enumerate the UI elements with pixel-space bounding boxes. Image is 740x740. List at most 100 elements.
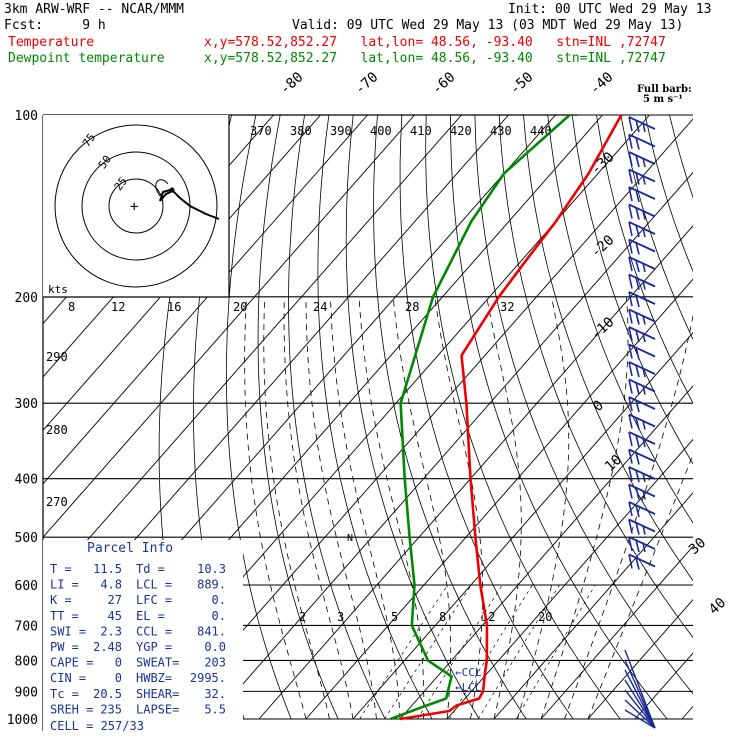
wind-barb-staff <box>628 151 656 165</box>
hodograph-background <box>43 115 229 297</box>
parcel-field-value: 889. <box>197 578 226 592</box>
wind-barb-feather <box>635 137 640 150</box>
dewpoint-line <box>390 115 571 721</box>
mixing-ratio-line <box>449 584 533 720</box>
parcel-field-value: 203 <box>204 656 226 670</box>
wind-barb-feather <box>635 259 640 273</box>
temperature-line <box>399 115 623 721</box>
hodograph-trace <box>155 179 169 197</box>
wind-barb-feather <box>628 291 633 307</box>
dewpoint-legend: Dewpoint temperature <box>8 51 165 66</box>
wind-barb-feather <box>642 367 646 378</box>
wind-barb-feather <box>635 469 640 483</box>
wind-barb-feather <box>628 239 633 254</box>
hodograph-ring-label: 25 <box>112 175 130 193</box>
parcel-field-value: 841. <box>197 624 226 638</box>
wind-barb-feather <box>635 312 640 325</box>
wind-barb-feather <box>635 172 640 185</box>
pressure-tick-label: 200 <box>15 291 38 306</box>
pressure-tick-label: 100 <box>15 109 38 124</box>
wind-barb-feather <box>628 221 633 237</box>
parcel-field-value: 2995. <box>190 671 226 685</box>
isotherm-line <box>634 652 693 720</box>
parcel-field-value: 11.5 <box>93 562 122 576</box>
wind-barb-staff <box>628 326 656 340</box>
parcel-field-value: 27 <box>108 593 122 607</box>
wind-barb-feather <box>628 309 633 324</box>
dry-adiabat-line <box>373 115 527 720</box>
wind-barb-feather <box>628 396 633 412</box>
parcel-field-label: LFC = <box>136 593 172 607</box>
wind-barb-feather <box>642 210 646 220</box>
parcel-panel-background <box>43 540 243 734</box>
wind-barb-feather <box>635 277 640 290</box>
wind-barb-staff <box>628 116 656 130</box>
parcel-field-label: LI = <box>50 578 79 592</box>
wind-barb-feather <box>628 431 633 447</box>
isotherm-line <box>43 115 368 485</box>
wind-barb-staff <box>628 361 656 375</box>
isotherm-line <box>493 492 693 720</box>
pressure-tick-label: 300 <box>15 397 38 412</box>
hodograph-ring-label: 75 <box>80 131 98 149</box>
wind-barb-feather <box>635 504 640 518</box>
wind-barb-staff <box>628 431 656 445</box>
mixing-ratio-label: 12 <box>111 300 125 314</box>
dry-adiabat-line <box>620 115 693 341</box>
pressure-tick-label: 600 <box>15 579 38 594</box>
pressure-tick-label: 700 <box>15 619 38 634</box>
theta-e-label: 370 <box>250 124 272 138</box>
dry-adiabat-line <box>718 115 740 719</box>
isotherm-label: -70 <box>352 69 382 98</box>
parcel-field-label: Tc = <box>50 687 79 701</box>
dry-adiabat-line <box>571 115 693 465</box>
parcel-field-label: CAPE = <box>50 656 93 670</box>
dry-adiabat-line <box>669 115 693 199</box>
wind-barb-feather <box>635 154 640 168</box>
dry-adiabat-line <box>257 115 339 720</box>
profile-lines <box>390 115 623 721</box>
isotherm-label: -60 <box>429 69 459 98</box>
moist-adiabat-line <box>517 296 570 720</box>
isotherm-line <box>43 115 462 592</box>
hodograph-units: kts <box>48 283 68 296</box>
valid-time: Valid: 09 UTC Wed 29 May 13 (03 MDT Wed … <box>292 18 684 33</box>
parcel-field-value: 0. <box>212 609 226 623</box>
wind-barb-staff <box>624 689 656 729</box>
wind-barb-staff <box>628 536 656 550</box>
parcel-field-value: 45 <box>108 609 122 623</box>
wind-barb-feather <box>635 539 640 553</box>
wind-barb-feather <box>628 379 633 394</box>
mixing-ratio-label: 8 <box>68 300 75 314</box>
wind-barb-feather <box>642 490 646 500</box>
isotherm-line <box>164 118 693 720</box>
mixing-ratio-line <box>477 584 560 720</box>
wind-barb-feather <box>628 326 633 342</box>
parcel-field-label: PW = <box>50 640 79 654</box>
theta-e-label: 440 <box>530 124 552 138</box>
wind-barb-staff <box>624 669 656 729</box>
pressure-tick-label: 1000 <box>7 713 38 728</box>
dry-adiabat-line <box>288 115 386 720</box>
wind-barb-feather <box>642 437 646 448</box>
parcel-field-label: SWI = <box>50 624 86 638</box>
moist-adiabat-line <box>283 296 354 720</box>
wind-barb-feather <box>642 262 646 273</box>
wind-barb-staff <box>628 168 656 183</box>
isotherm-line <box>587 599 693 720</box>
wind-barb-feather <box>642 227 646 238</box>
mixing-ratio-label: 32 <box>500 300 514 314</box>
wind-barb-feather <box>635 119 640 133</box>
wind-barb-staff <box>628 343 656 358</box>
parcel-field-label: SHEAR= <box>136 687 179 701</box>
isotherm-line <box>258 225 693 720</box>
wind-barb-feather <box>635 242 640 255</box>
hodograph-storm-motion <box>169 187 175 193</box>
dry-adiabat-line <box>425 115 621 720</box>
wind-barb-feather <box>628 134 633 149</box>
lfc-marker: N <box>347 533 353 544</box>
hodograph-center: + <box>130 199 138 215</box>
mixing-ratio-line <box>359 584 448 720</box>
